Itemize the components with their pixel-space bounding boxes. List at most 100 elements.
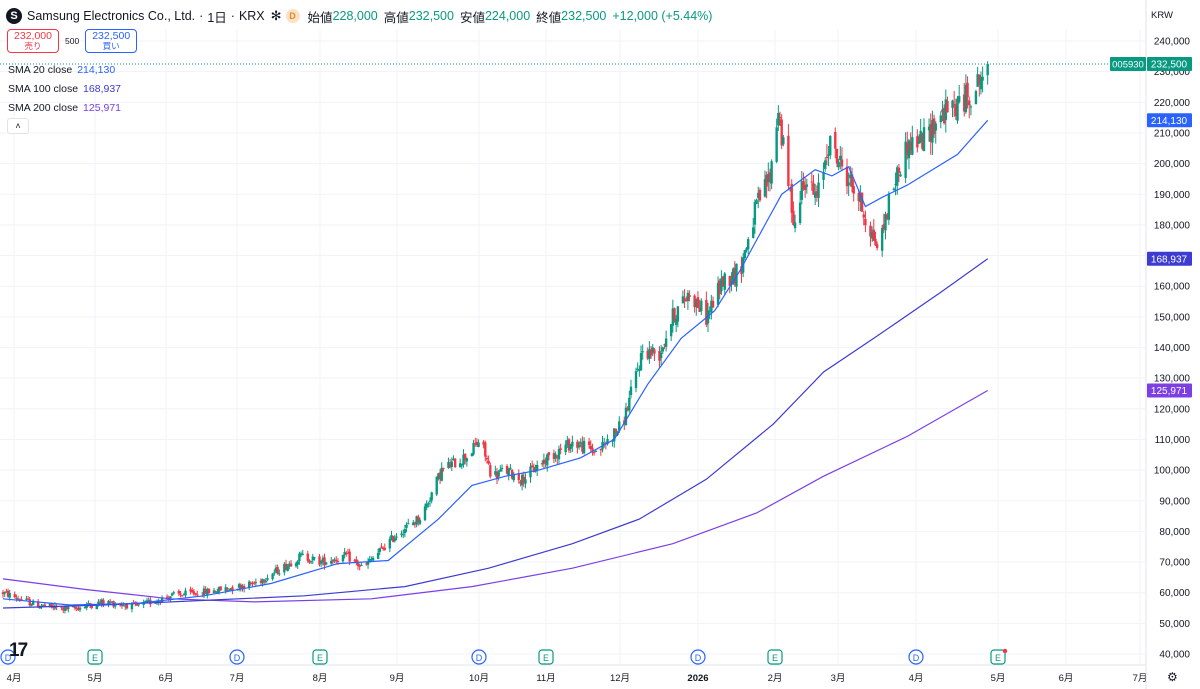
y-tick-label: 220,000 <box>1154 98 1191 109</box>
candle-body <box>957 96 961 103</box>
candle-body <box>505 465 509 474</box>
candle-body <box>393 538 397 541</box>
candle-body <box>212 590 216 594</box>
candle-body <box>169 596 172 599</box>
candle-body <box>333 559 336 562</box>
candle-body <box>474 443 477 445</box>
candle-body <box>497 471 500 477</box>
candle-body <box>892 188 896 191</box>
candle-body <box>628 397 631 411</box>
event-marker-label: E <box>92 653 98 663</box>
candle-body <box>777 112 780 126</box>
candle-body <box>517 473 520 481</box>
candle-body <box>189 589 192 592</box>
last-price-tag <box>1147 56 1192 71</box>
candle-body <box>693 295 696 308</box>
candle-body <box>380 546 383 548</box>
candle-body <box>388 538 392 549</box>
indicator-sma20[interactable]: SMA 20 close 214,130 <box>8 64 115 76</box>
x-tick-label: 2月 <box>768 673 783 684</box>
y-tick-label: 40,000 <box>1159 650 1190 661</box>
candle-body <box>663 344 666 346</box>
candle-body <box>214 590 217 593</box>
symbol-name[interactable]: Samsung Electronics Co., Ltd. <box>27 9 196 23</box>
candle-body <box>97 601 100 606</box>
buy-button[interactable]: 232,500 買い <box>85 29 138 53</box>
candle-body <box>442 467 445 469</box>
candle-body <box>324 562 328 565</box>
candle-body <box>487 460 490 464</box>
candle-body <box>716 282 720 305</box>
candle-body <box>547 452 551 456</box>
indicator-sma200[interactable]: SMA 200 close 125,971 <box>8 102 121 114</box>
tradingview-logo-icon[interactable]: 17 <box>9 640 28 661</box>
event-marker-shape <box>767 649 783 665</box>
candle-body <box>979 77 983 90</box>
candle-body <box>857 193 860 202</box>
candle-body <box>477 442 480 447</box>
event-marker-shape <box>690 649 706 665</box>
candle-body <box>564 444 567 453</box>
candle-body <box>102 600 105 604</box>
candle-body <box>624 407 628 426</box>
candle-body <box>172 592 176 594</box>
sell-button[interactable]: 232,000 売り <box>7 29 59 53</box>
candle-body <box>904 141 907 178</box>
candle-body <box>782 137 785 145</box>
candle-body <box>194 593 197 595</box>
candle-body <box>728 275 731 286</box>
candle-body <box>239 584 242 590</box>
candle-body <box>696 297 700 309</box>
candle-body <box>301 553 304 555</box>
candle-body <box>753 202 757 225</box>
event-marker-shape <box>312 649 328 665</box>
x-tick-label: 8月 <box>313 673 328 684</box>
candle-body <box>827 154 830 156</box>
candle-body <box>391 536 395 542</box>
earnings-event-icon: E <box>538 649 554 665</box>
candle-body <box>651 347 654 353</box>
candle-body <box>6 590 10 597</box>
candle-body <box>524 479 527 484</box>
sma200-line <box>2 389 988 603</box>
candle-body <box>942 107 946 124</box>
candle-body <box>510 469 514 479</box>
candle-body <box>20 598 23 600</box>
candle-body <box>720 278 723 292</box>
candle-body <box>746 239 750 250</box>
candle-body <box>36 601 40 608</box>
candle-body <box>956 98 959 121</box>
x-tick-label: 7月 <box>230 673 245 684</box>
interval-label[interactable]: 1日 <box>207 10 227 25</box>
candle-body <box>78 607 82 610</box>
event-marker-label: D <box>5 653 12 663</box>
event-marker-label: E <box>317 653 323 663</box>
candle-body <box>294 563 298 567</box>
candle-body <box>629 386 633 396</box>
candle-body <box>283 563 286 573</box>
candle-body <box>489 465 492 477</box>
candle-body <box>569 443 572 449</box>
chevron-up-icon[interactable]: ˄ <box>7 118 29 134</box>
x-tick-label: 12月 <box>610 673 630 684</box>
currency-label[interactable]: KRW <box>1151 9 1173 21</box>
candle-body <box>611 440 614 442</box>
sell-label: 売り <box>24 41 42 52</box>
close-value: 232,500 <box>561 9 607 23</box>
dividend-badge-icon[interactable]: D <box>285 9 300 23</box>
candle-body <box>710 300 713 313</box>
candle-body <box>661 347 664 352</box>
y-tick-label: 160,000 <box>1154 282 1191 293</box>
candle-body <box>641 351 644 353</box>
gear-icon[interactable]: ⚙ <box>1167 670 1178 684</box>
candle-body <box>664 338 668 347</box>
samsung-logo-icon: S <box>6 8 22 24</box>
candle-body <box>321 558 325 562</box>
candle-body <box>674 318 678 325</box>
candle-body <box>274 567 278 572</box>
x-tick-label: 4月 <box>7 673 22 684</box>
candle-body <box>48 603 52 607</box>
indicator-sma100[interactable]: SMA 100 close 168,937 <box>8 83 121 95</box>
candle-body <box>499 469 502 472</box>
